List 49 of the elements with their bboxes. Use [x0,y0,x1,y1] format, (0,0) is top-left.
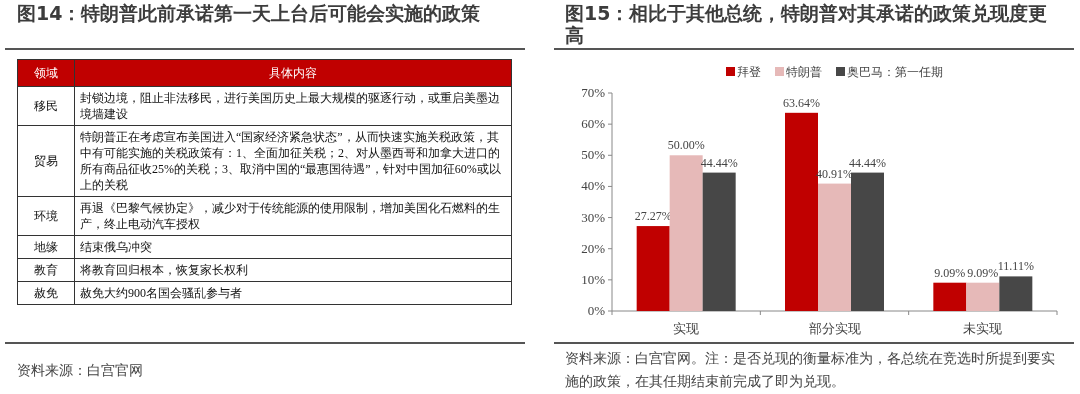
bar [966,282,1000,311]
text: 教育 [17,258,75,282]
bar [933,282,967,311]
text: 资料来源：白宫官网。注：是否兑现的衡量标准为，各总统在竞选时所提到要实施的政策，在其任期结束前完成了即为兑现。 [565,349,1056,391]
bar [999,276,1033,311]
y-tick-label: 30% [581,209,606,225]
bar [702,172,736,311]
bar [636,226,670,311]
y-tick-label: 40% [581,178,606,194]
y-tick-label: 0% [587,303,606,318]
text: 将教育回归根本，恢复家长权利 [74,258,512,282]
y-tick-label: 10% [581,271,606,287]
bar [669,155,703,311]
data-label: 50.00% [667,138,705,153]
data-label: 63.64% [783,95,820,110]
bar [851,172,884,311]
text: 图14：特朗普此前承诺第一天上台后可能会实施的政策 [17,2,482,24]
data-label: 44.44% [849,155,886,170]
text: 贸易 [17,125,75,197]
y-tick-label: 60% [581,116,606,132]
y-tick-label: 20% [581,240,606,256]
text: 资料来源：白宫官网 [17,361,144,380]
text: 封锁边境，阻止非法移民，进行美国历史上最大规模的驱逐行动，或重启美墨边境墙建设 [74,86,512,126]
text: 移民 [17,86,75,126]
text: 结束俄乌冲突 [74,235,512,259]
legend-label: 奥巴马：第一任期 [847,65,943,79]
text: 领域 [17,59,75,87]
data-label: 44.44% [700,155,738,170]
legend-label: 拜登 [737,65,761,79]
data-label: 9.09% [934,265,966,280]
legend-label: 特朗普 [786,65,822,79]
data-label: 27.27% [634,209,672,224]
x-tick-label: 未实现 [963,321,1003,336]
text: 赦免大约900名国会骚乱参与者 [74,281,512,305]
text: 赦免 [17,281,75,305]
text: 环境 [17,196,75,236]
x-tick-label: 部分实现 [808,321,861,336]
x-tick-label: 实现 [673,321,700,336]
text: 特朗普正在考虑宣布美国进入“国家经济紧急状态”，从而快速实施关税政策，其中有可能实施的关税政策有：1、全面加征关税；2、对从墨西哥和加拿大进口的所有商品征收25%的关税；3、取消中国的“最惠国待遇”，针对中国加征60%或以上的关税 [74,125,512,197]
text: 再退《巴黎气候协定》，减少对于传统能源的使用限制，增加美国化石燃料的生产，终止电动汽车授权 [74,196,512,236]
data-label: 9.09% [967,265,999,280]
y-tick-label: 70% [581,85,606,100]
chart-title: 图15：相比于其他总统，特朗普对其承诺的政策兑现度更高 [565,2,1049,46]
bar [818,183,851,311]
y-tick-label: 50% [581,147,606,163]
data-label: 11.11% [997,259,1034,274]
text: 地缘 [17,235,75,259]
text: 具体内容 [74,59,512,87]
bar [785,112,818,311]
